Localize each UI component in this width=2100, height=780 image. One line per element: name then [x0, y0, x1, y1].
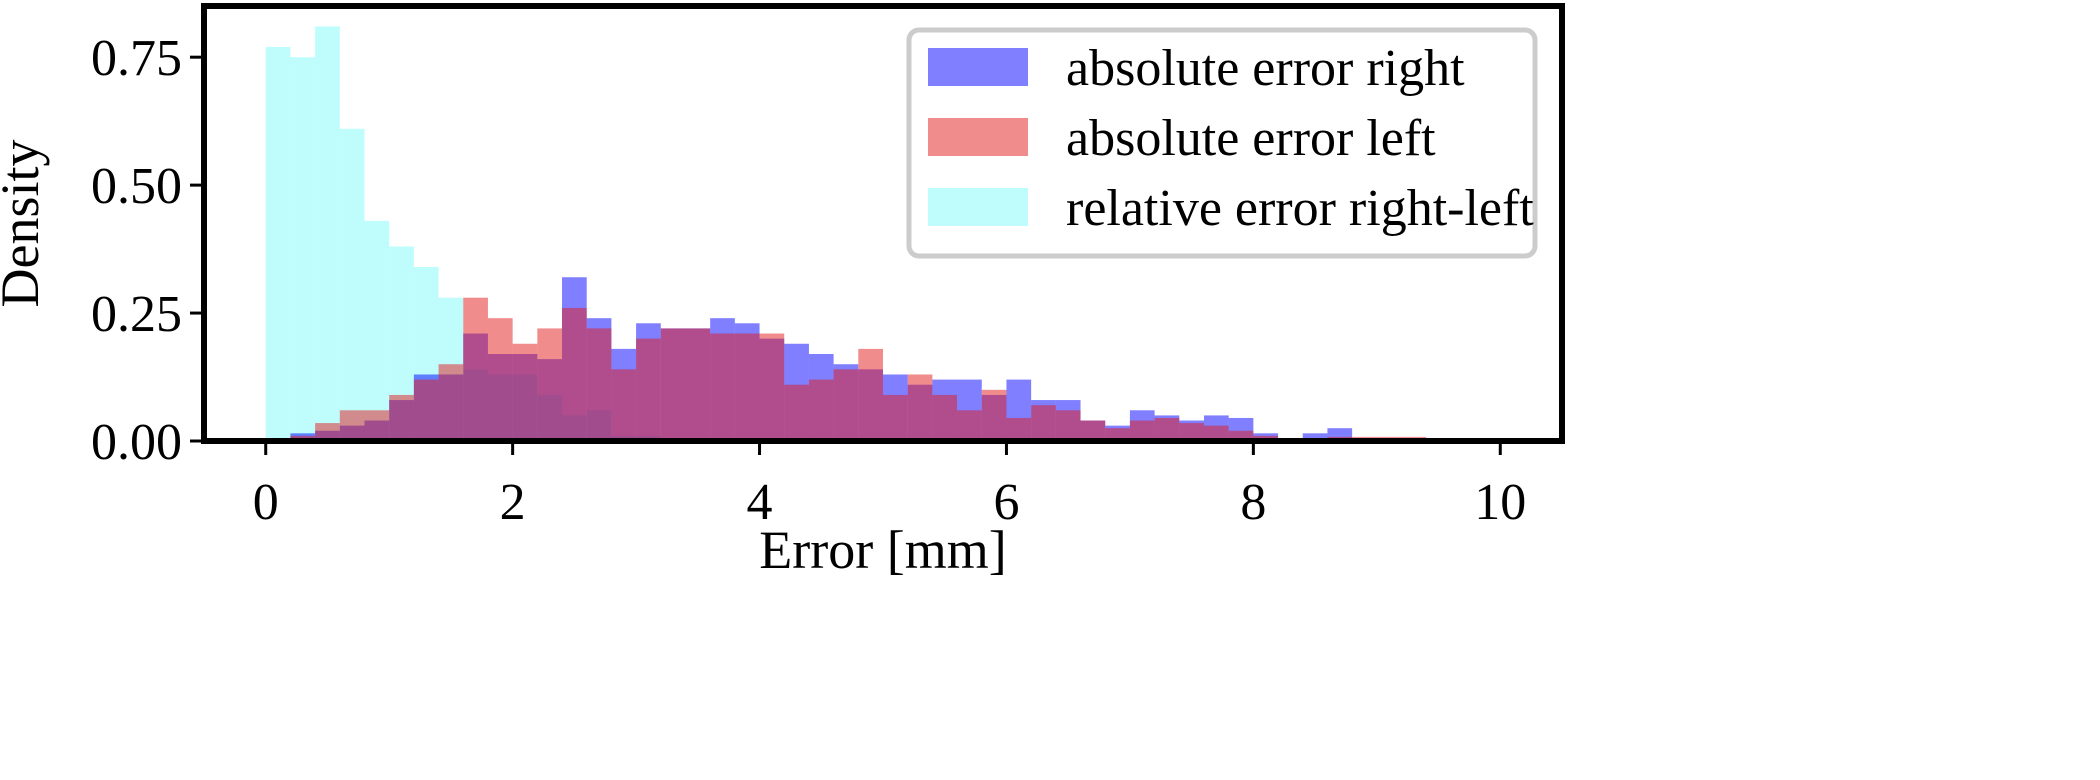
- legend-label-relative-error-right-left: relative error right-left: [1066, 180, 1534, 237]
- bar-absolute-error-left: [981, 389, 1007, 441]
- bar-absolute-error-left: [734, 333, 760, 441]
- y-tick-label: 0.00: [91, 414, 182, 471]
- bar-absolute-error-left: [759, 333, 785, 441]
- bar-absolute-error-left: [586, 328, 612, 441]
- bar-relative-error-right-left: [364, 220, 390, 441]
- bar-absolute-error-left: [932, 394, 958, 441]
- bar-absolute-error-left: [315, 423, 340, 441]
- bar-absolute-error-left: [1203, 425, 1229, 441]
- y-axis-label: Density: [0, 140, 50, 308]
- legend-label-absolute-error-left: absolute error left: [1066, 110, 1436, 167]
- bar-absolute-error-left: [907, 374, 933, 441]
- legend-swatch-absolute-error-left: [928, 118, 1028, 156]
- bar-relative-error-right-left: [339, 128, 365, 441]
- y-tick-label: 0.25: [91, 286, 182, 343]
- bar-relative-error-right-left: [315, 26, 340, 442]
- bar-absolute-error-left: [1055, 410, 1081, 441]
- bar-absolute-error-left: [784, 384, 809, 441]
- bar-absolute-error-left: [833, 369, 859, 441]
- x-tick-label: 4: [747, 474, 773, 531]
- bar-absolute-error-left: [808, 379, 834, 441]
- bar-absolute-error-left: [537, 328, 563, 441]
- bar-relative-error-right-left: [290, 57, 316, 441]
- x-tick-label: 10: [1474, 474, 1526, 531]
- bar-absolute-error-left: [562, 307, 587, 441]
- bar-absolute-error-left: [413, 379, 439, 441]
- bar-absolute-error-left: [1154, 417, 1180, 441]
- x-axis-label: Error [mm]: [759, 520, 1006, 580]
- y-tick-label: 0.75: [91, 30, 182, 87]
- bar-absolute-error-left: [1105, 428, 1130, 441]
- bar-absolute-error-left: [1031, 405, 1056, 441]
- bar-absolute-error-left: [512, 343, 538, 441]
- legend-swatch-absolute-error-right: [928, 48, 1028, 86]
- bar-absolute-error-left: [1228, 430, 1254, 441]
- y-axis: 0.00 0.25 0.50 0.75: [91, 30, 204, 471]
- legend: absolute error right absolute error left…: [906, 27, 1538, 259]
- bar-absolute-error-left: [463, 297, 488, 441]
- bar-absolute-error-right: [1302, 433, 1328, 441]
- bars-layer: [265, 26, 1427, 442]
- bar-absolute-error-left: [1080, 420, 1106, 441]
- bar-absolute-error-left: [1129, 420, 1155, 441]
- bar-relative-error-right-left: [265, 46, 291, 442]
- x-tick-label: 2: [500, 474, 526, 531]
- x-tick-label: 6: [993, 474, 1019, 531]
- bar-absolute-error-left: [660, 328, 686, 441]
- legend-label-absolute-error-right: absolute error right: [1066, 40, 1465, 97]
- plot-frame: [201, 3, 1565, 444]
- legend-swatch-relative-error-right-left: [928, 188, 1028, 226]
- x-tick-label: 8: [1240, 474, 1266, 531]
- bar-absolute-error-left: [339, 410, 365, 441]
- bar-absolute-error-left: [685, 328, 711, 441]
- bar-absolute-error-left: [710, 333, 735, 441]
- bar-absolute-error-left: [389, 394, 414, 441]
- legend-box: [906, 27, 1538, 259]
- bar-absolute-error-left: [883, 394, 908, 441]
- x-axis: 0 2 4 6 8 10: [253, 441, 1526, 531]
- bar-absolute-error-left: [611, 369, 637, 441]
- bar-absolute-error-left: [1179, 423, 1204, 441]
- y-tick-label: 0.50: [91, 158, 182, 215]
- bar-absolute-error-left: [487, 318, 513, 441]
- bar-absolute-error-left: [957, 410, 982, 441]
- bar-absolute-error-left: [636, 338, 661, 441]
- x-tick-label: 0: [253, 474, 279, 531]
- bar-absolute-error-left: [1006, 417, 1032, 441]
- bar-absolute-error-left: [438, 364, 464, 441]
- bar-absolute-error-left: [364, 410, 390, 441]
- bar-absolute-error-left: [858, 348, 883, 441]
